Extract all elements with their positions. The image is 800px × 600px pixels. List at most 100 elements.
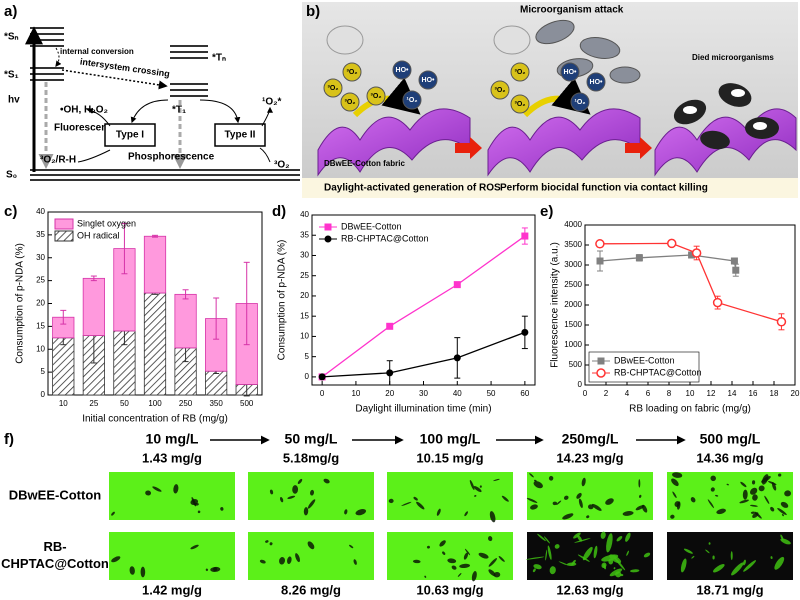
molecule-label: ³O₂ [495, 87, 506, 94]
texture [459, 563, 471, 569]
legend-box [588, 351, 700, 383]
micrograph [248, 472, 374, 520]
texture [145, 490, 152, 496]
marker [595, 239, 605, 249]
texture [777, 507, 787, 516]
texture [547, 545, 552, 560]
row-label: RB- [43, 539, 66, 554]
loading-label: 14.36 mg/g [696, 450, 763, 465]
texture [488, 536, 493, 542]
texture [287, 556, 292, 565]
x-tick-label: 6 [646, 389, 651, 398]
texture [643, 552, 651, 558]
texture [349, 544, 354, 549]
legend-marker [597, 357, 605, 365]
texture [287, 495, 296, 499]
y-tick-label: 4000 [564, 220, 582, 229]
isc-arrow [61, 69, 168, 90]
marker [732, 266, 740, 274]
texture [586, 515, 590, 519]
texture [641, 504, 648, 513]
micrograph-background [109, 472, 235, 520]
legend-marker [324, 223, 332, 231]
y-axis-label: Fluorescence intensity (a.u.) [550, 242, 561, 368]
texture [705, 549, 710, 554]
x-tick-label: 10 [59, 399, 68, 408]
y-tick-label: 35 [300, 230, 309, 239]
molecule-label: ³O₂ [515, 101, 526, 108]
line [599, 254, 737, 271]
micrograph-background [248, 472, 374, 520]
y-tick-label: 0 [305, 372, 310, 381]
marker [691, 248, 702, 258]
legend-label: DBwEE-Cotton [614, 355, 675, 365]
y-tick-label: 2000 [564, 300, 582, 309]
texture [140, 566, 146, 578]
texture [770, 556, 773, 560]
texture [562, 513, 574, 520]
texture [525, 556, 545, 560]
hv-label: hv [8, 95, 20, 106]
texture [639, 494, 642, 498]
y-tick-label: 25 [300, 271, 309, 280]
molecule-label: HO• [564, 69, 578, 76]
texture [532, 568, 536, 573]
marker [453, 281, 461, 289]
texture [605, 498, 614, 505]
texture [401, 501, 412, 506]
x-tick-label: 40 [453, 389, 462, 398]
concentration-label: 100 mg/L [420, 431, 481, 447]
micrograph-background [109, 532, 235, 580]
marker [635, 254, 643, 262]
texture [601, 554, 619, 562]
texture [558, 561, 569, 566]
texture [280, 497, 284, 503]
micrograph [109, 472, 235, 520]
texture [554, 544, 560, 549]
texture [578, 498, 583, 509]
phosphorescence-label: Phosphorescence [128, 152, 215, 163]
texture [489, 511, 496, 523]
texture [750, 511, 755, 514]
arrow [259, 147, 271, 163]
texture [784, 490, 792, 497]
y-tick-label: 35 [36, 230, 45, 239]
lamps [326, 25, 531, 55]
molecule-label: ³O₂ [345, 99, 356, 106]
legend-swatch [54, 230, 74, 242]
micrograph-background [667, 472, 793, 520]
x-tick-label: 10 [686, 389, 695, 398]
marker [688, 251, 696, 259]
texture [473, 486, 482, 493]
x-tick-label: 20 [385, 389, 394, 398]
annotation: Microorganism attack [520, 5, 624, 16]
micrograph [525, 531, 653, 580]
level-label: S₀ [6, 170, 17, 181]
arrow [77, 149, 111, 163]
texture [716, 508, 726, 515]
y-tick-label: 30 [300, 251, 309, 260]
reactant-label: ³O₂ [274, 160, 290, 171]
x-axis-label: Daylight illumination time (min) [355, 404, 491, 415]
texture [447, 558, 457, 564]
texture [479, 485, 482, 488]
texture [691, 555, 695, 559]
x-tick-label: 350 [209, 399, 223, 408]
x-tick-label: 60 [520, 389, 529, 398]
texture [530, 504, 538, 510]
texture [111, 556, 121, 563]
molecule [340, 92, 360, 112]
legend-marker [596, 368, 606, 378]
texture [469, 479, 475, 491]
line [321, 235, 526, 378]
panel-label: d) [272, 203, 286, 220]
type-box [104, 123, 156, 147]
marker [386, 322, 394, 330]
texture [474, 495, 477, 497]
texture [416, 501, 425, 510]
texture [307, 541, 315, 550]
texture [601, 562, 607, 569]
y-tick-label: 2500 [564, 280, 582, 289]
texture [269, 542, 273, 546]
